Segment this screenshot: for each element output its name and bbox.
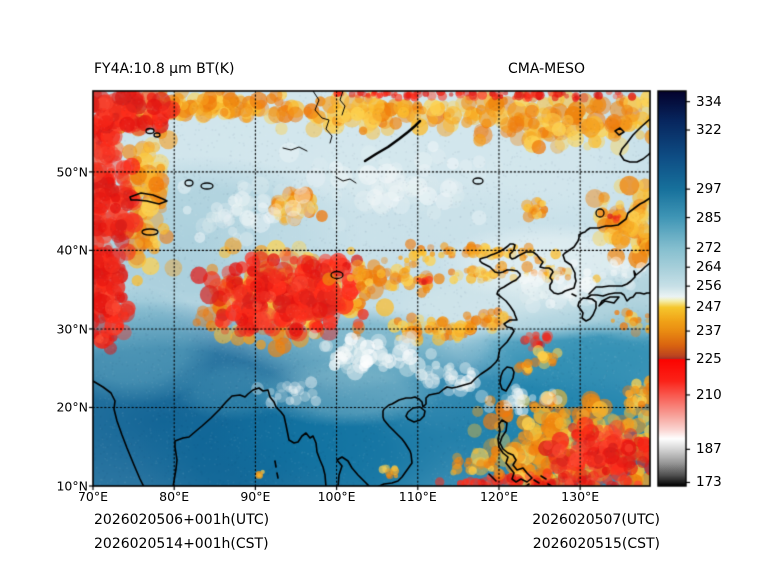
x-tick-label: 70°E <box>77 489 109 504</box>
valid-time-utc-right: 2026020507(UTC) <box>532 512 660 528</box>
x-tick-label: 80°E <box>159 489 190 504</box>
y-tick-label: 10°N <box>56 478 88 494</box>
x-tick-label: 130°E <box>561 489 600 504</box>
colorbar-tick-label: 187 <box>696 441 722 458</box>
x-tick-label: 90°E <box>240 489 271 504</box>
x-tick-label: 110°E <box>398 489 437 504</box>
colorbar-tick-label: 322 <box>696 122 722 139</box>
colorbar-tick-label: 225 <box>696 351 722 368</box>
y-tick-label: 50°N <box>56 164 88 180</box>
y-tick-label: 40°N <box>56 242 88 258</box>
plot-title-left: FY4A:10.8 μm BT(K) <box>94 61 235 77</box>
colorbar-tick-label: 285 <box>696 209 722 226</box>
valid-time-utc-left: 2026020506+001h(UTC) <box>94 512 270 528</box>
colorbar-tick-label: 256 <box>696 278 722 295</box>
x-tick-label: 120°E <box>479 489 518 504</box>
valid-time-cst-left: 2026020514+001h(CST) <box>94 536 269 552</box>
colorbar-tick-label: 173 <box>696 474 722 491</box>
colorbar-tick-label: 264 <box>696 259 722 276</box>
x-tick-label: 100°E <box>317 489 356 504</box>
colorbar-tick-label: 272 <box>696 240 722 257</box>
colorbar-tick-label: 237 <box>696 323 722 340</box>
y-tick-label: 30°N <box>56 321 88 337</box>
colorbar-tick-label: 210 <box>696 386 722 403</box>
y-tick-label: 20°N <box>56 399 88 415</box>
colorbar-tick-label: 297 <box>696 181 722 198</box>
valid-time-cst-right: 2026020515(CST) <box>532 536 660 552</box>
plot-title-right: CMA-MESO <box>508 61 586 77</box>
colorbar-tick-label: 334 <box>696 93 722 110</box>
colorbar-tick-label: 247 <box>696 299 722 316</box>
